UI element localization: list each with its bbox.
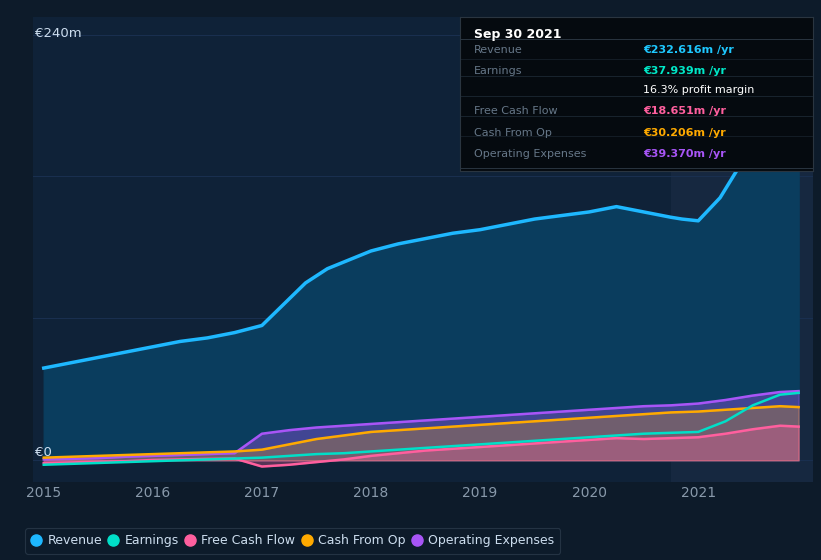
Bar: [671, 17, 813, 482]
Legend: Revenue, Earnings, Free Cash Flow, Cash From Op, Operating Expenses: Revenue, Earnings, Free Cash Flow, Cash …: [25, 528, 560, 554]
Text: €39.370m /yr: €39.370m /yr: [644, 150, 726, 159]
Text: €37.939m /yr: €37.939m /yr: [644, 66, 727, 76]
Text: €0: €0: [35, 446, 52, 459]
Text: Sep 30 2021: Sep 30 2021: [474, 27, 562, 40]
Text: Cash From Op: Cash From Op: [474, 128, 552, 138]
Text: Revenue: Revenue: [474, 45, 523, 54]
Text: €232.616m /yr: €232.616m /yr: [644, 45, 734, 54]
Text: Free Cash Flow: Free Cash Flow: [474, 106, 557, 116]
Text: €30.206m /yr: €30.206m /yr: [644, 128, 726, 138]
Text: Earnings: Earnings: [474, 66, 522, 76]
Text: €18.651m /yr: €18.651m /yr: [644, 106, 727, 116]
Text: 16.3% profit margin: 16.3% profit margin: [644, 85, 754, 95]
Text: Operating Expenses: Operating Expenses: [474, 150, 586, 159]
Text: €240m: €240m: [35, 27, 82, 40]
